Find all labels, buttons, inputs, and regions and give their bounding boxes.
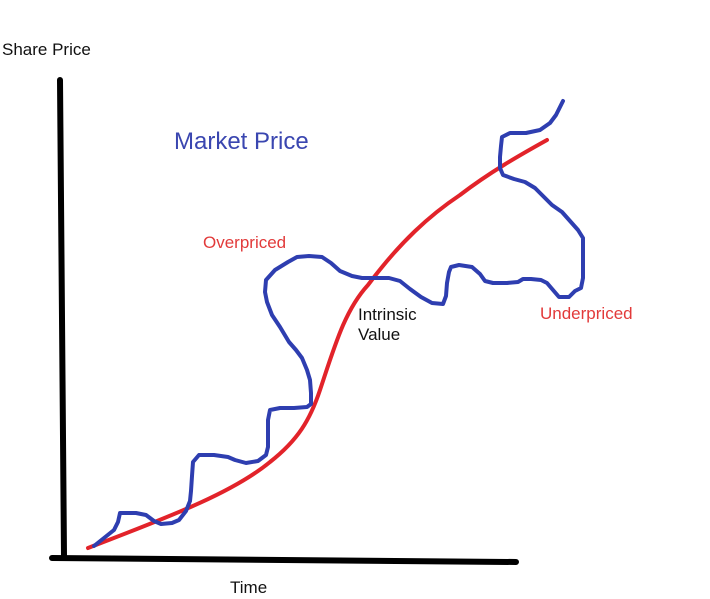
x-axis-label: Time bbox=[230, 578, 268, 597]
overpriced-label: Overpriced bbox=[203, 233, 287, 252]
intrinsic-value-line bbox=[86, 138, 549, 550]
market-price-label: Market Price bbox=[174, 128, 309, 155]
x-axis-line bbox=[49, 555, 519, 565]
y-axis-line bbox=[57, 77, 67, 559]
market-price-line bbox=[92, 99, 585, 548]
intrinsic-value-label: Intrinsic Value bbox=[358, 305, 417, 344]
underpriced-label: Underpriced bbox=[540, 304, 633, 323]
y-axis-label: Share Price bbox=[2, 40, 91, 59]
